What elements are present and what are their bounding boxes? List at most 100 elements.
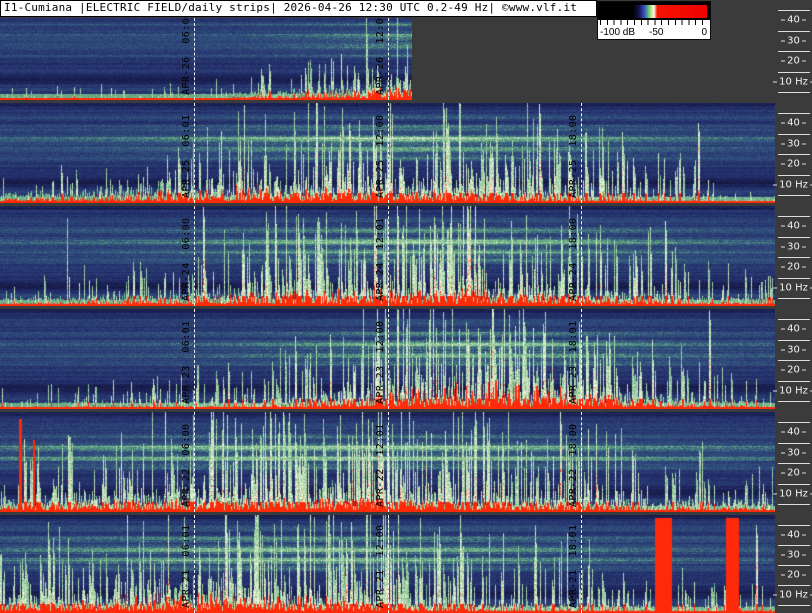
freq-axis-block: 40 30 20 10 Hz <box>773 515 812 613</box>
time-marker-label: APR-22 12:01 <box>375 423 386 507</box>
time-marker-line <box>388 515 389 613</box>
freq-axis-tickline <box>778 605 810 607</box>
colorbar-label-min: -100 dB <box>600 27 636 38</box>
freq-axis-tickline <box>778 319 810 320</box>
daily-strip-apr-22: APR-22 06:00 APR-22 12:01 APR-22 18:00 <box>0 412 775 512</box>
spectrogram-canvas <box>0 103 775 203</box>
freq-axis-tickline <box>778 504 810 505</box>
time-marker-line <box>581 309 582 409</box>
freq-axis-tickline <box>778 463 810 464</box>
freq-axis-tickline <box>778 257 810 258</box>
time-marker-line <box>388 412 389 512</box>
time-marker-line <box>388 103 389 203</box>
time-marker-line <box>388 18 389 100</box>
freq-axis-label: 20 <box>775 468 812 479</box>
time-marker-line <box>581 103 582 203</box>
freq-axis-tickline <box>778 298 810 299</box>
freq-axis-tickline <box>778 564 810 566</box>
time-marker-label: APR-22 18:00 <box>568 423 579 507</box>
freq-axis-tickline <box>778 51 810 52</box>
freq-axis-tickline <box>778 277 810 279</box>
freq-axis-tickline <box>778 339 810 341</box>
freq-axis-tickline <box>778 92 810 93</box>
freq-axis-label: 30 <box>775 447 812 458</box>
spectrogram-canvas <box>0 206 775 306</box>
freq-axis-tickline <box>778 174 810 176</box>
time-marker-label: APR-26 06:00 <box>181 11 192 95</box>
freq-axis-label: 30 <box>775 35 812 46</box>
time-marker-label: APR-21 06:01 <box>181 524 192 608</box>
colorbar-labels: -100 dB -50 0 <box>598 27 710 38</box>
time-marker-line <box>194 18 195 100</box>
freq-axis-label: 30 <box>775 549 812 560</box>
freq-axis-tickline <box>778 483 810 485</box>
time-marker-line <box>194 103 195 203</box>
freq-axis-tickline <box>778 380 810 382</box>
colorbar-gradient <box>601 5 707 18</box>
freq-axis-tickline <box>778 113 810 114</box>
colorbar-gradient-frame <box>598 2 710 20</box>
title-bar: I1-Cumiana |ELECTRIC FIELD/daily strips|… <box>0 0 597 17</box>
time-marker-line <box>194 206 195 306</box>
freq-axis-label: 20 <box>775 262 812 273</box>
freq-axis-block: 40 30 20 10 Hz <box>773 0 812 100</box>
freq-axis-label: 10 Hz <box>773 488 812 499</box>
freq-axis-label: 40 <box>775 529 812 540</box>
time-marker-label: APR-24 12:01 <box>375 217 386 301</box>
freq-axis-label: 10 Hz <box>773 282 812 293</box>
daily-strip-apr-24: APR-24 06:00 APR-24 12:01 APR-24 18:00 <box>0 206 775 306</box>
freq-axis-label: 20 <box>775 569 812 580</box>
freq-axis-tickline <box>778 10 810 11</box>
time-marker-label: APR-23 06:01 <box>181 320 192 404</box>
freq-axis-tickline <box>778 585 810 587</box>
freq-axis-label: 30 <box>775 138 812 149</box>
freq-axis-tickline <box>778 216 810 217</box>
freq-axis-label: 40 <box>775 324 812 335</box>
freq-axis-tickline <box>778 133 810 135</box>
time-marker-label: APR-21 12:00 <box>375 524 386 608</box>
time-marker-label: APR-22 06:00 <box>181 423 192 507</box>
colorbar-ticks <box>598 20 710 27</box>
freq-axis-label: 30 <box>775 344 812 355</box>
freq-axis-label: 40 <box>775 427 812 438</box>
time-marker-line <box>388 206 389 306</box>
frequency-axis-column: 40 30 20 10 Hz 40 30 20 10 Hz 40 30 20 10 Hz 40 30 20 1… <box>773 0 812 613</box>
time-marker-label: APR-21 18:01 <box>568 524 579 608</box>
freq-axis-tickline <box>778 71 810 73</box>
freq-axis-tickline <box>778 401 810 402</box>
time-marker-line <box>194 309 195 409</box>
time-marker-label: APR-25 06:01 <box>181 114 192 198</box>
time-marker-label: APR-23 18:01 <box>568 320 579 404</box>
spectrogram-canvas <box>0 309 775 409</box>
freq-axis-label: 30 <box>775 241 812 252</box>
freq-axis-label: 20 <box>775 159 812 170</box>
freq-axis-block: 40 30 20 10 Hz <box>773 309 812 409</box>
time-marker-label: APR-26 12:01 <box>375 11 386 95</box>
freq-axis-tickline <box>778 195 810 196</box>
freq-axis-label: 10 Hz <box>773 76 812 87</box>
colorbar-label-max: 0 <box>701 27 707 38</box>
freq-axis-tickline <box>778 236 810 238</box>
daily-strip-apr-23: APR-23 06:01 APR-23 12:00 APR-23 18:01 <box>0 309 775 409</box>
freq-axis-label: 40 <box>775 118 812 129</box>
daily-strip-apr-26: APR-26 06:00 APR-26 12:01 <box>0 12 775 100</box>
page-title: I1-Cumiana |ELECTRIC FIELD/daily strips|… <box>4 1 578 14</box>
freq-axis-label: 20 <box>775 56 812 67</box>
spectrogram-canvas <box>0 515 775 613</box>
freq-axis-tickline <box>778 422 810 423</box>
time-marker-line <box>388 309 389 409</box>
time-marker-line <box>194 412 195 512</box>
freq-axis-tickline <box>778 154 810 155</box>
freq-axis-tickline <box>778 30 810 32</box>
freq-axis-tickline <box>778 524 810 526</box>
freq-axis-tickline <box>778 442 810 444</box>
freq-axis-label: 20 <box>775 365 812 376</box>
time-marker-label: APR-25 18:00 <box>568 114 579 198</box>
freq-axis-label: 40 <box>775 221 812 232</box>
spectrogram-canvas <box>0 18 412 100</box>
freq-axis-label: 10 Hz <box>773 589 812 600</box>
freq-axis-block: 40 30 20 10 Hz <box>773 206 812 306</box>
freq-axis-block: 40 30 20 10 Hz <box>773 103 812 203</box>
freq-axis-label: 10 Hz <box>773 179 812 190</box>
